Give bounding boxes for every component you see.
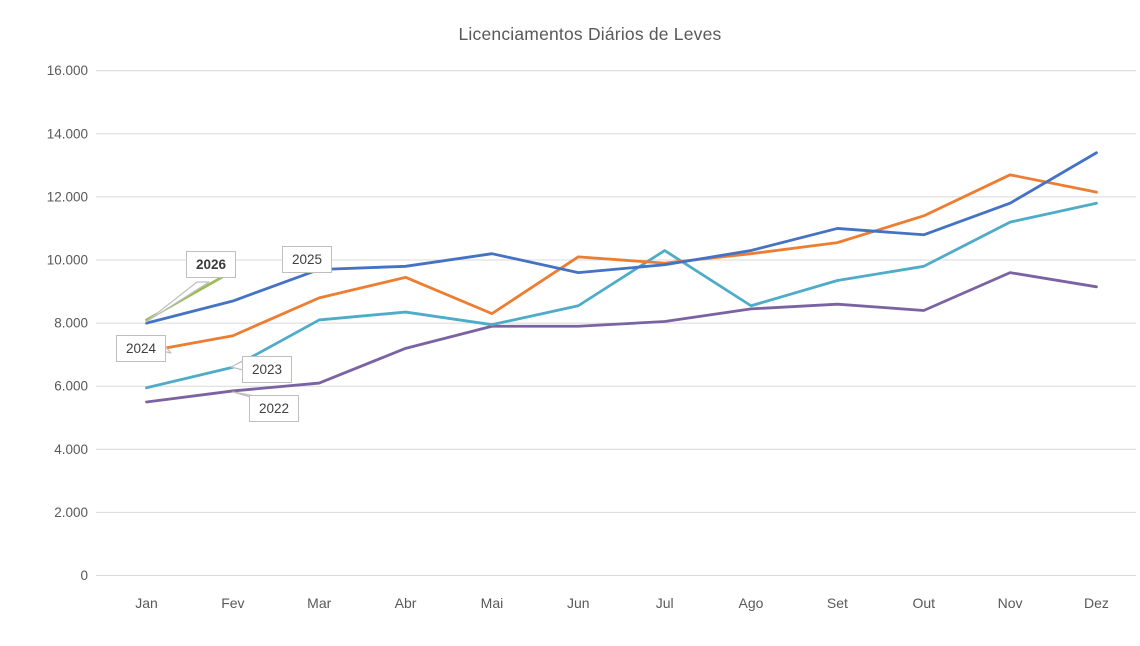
x-axis-tick-label: Mar xyxy=(307,595,331,611)
series-label-2024: 2024 xyxy=(116,335,167,362)
series-label-2022: 2022 xyxy=(249,395,300,422)
y-axis-tick-label: 14.000 xyxy=(47,126,88,141)
series-line-2025 xyxy=(145,151,1098,325)
series-line-2023 xyxy=(145,201,1098,390)
x-axis-tick-label: Mai xyxy=(481,595,504,611)
y-axis-tick-label: 10.000 xyxy=(47,253,88,268)
y-axis-tick-label: 6.000 xyxy=(54,379,88,394)
x-axis-tick-label: Nov xyxy=(998,595,1023,611)
y-axis-tick-label: 4.000 xyxy=(54,442,88,457)
x-axis-tick-label: Ago xyxy=(739,595,764,611)
y-axis-tick-label: 2.000 xyxy=(54,505,88,520)
series-label-2023: 2023 xyxy=(242,356,293,383)
series-line-2022 xyxy=(145,271,1098,404)
chart-title: Licenciamentos Diários de Leves xyxy=(458,24,722,44)
axis-labels-group: 0 2.000 4.000 6.000 8.000 10.000 12.000 14.000 1… xyxy=(47,63,1109,611)
x-axis-tick-label: Dez xyxy=(1084,595,1109,611)
y-axis-tick-label: 16.000 xyxy=(47,63,88,78)
series-label-2026: 2026 xyxy=(186,251,237,278)
series-label-2025: 2025 xyxy=(282,246,333,273)
callout-leader-2026 xyxy=(145,281,210,323)
y-axis-tick-label: 0 xyxy=(80,568,88,583)
x-axis-tick-label: Abr xyxy=(395,595,417,611)
series-line-2024 xyxy=(145,173,1098,353)
x-axis-tick-label: Jan xyxy=(135,595,158,611)
x-axis-tick-label: Jul xyxy=(656,595,674,611)
x-axis-tick-label: Out xyxy=(912,595,935,611)
series-lines-group xyxy=(145,151,1098,404)
y-axis-tick-label: 12.000 xyxy=(47,189,88,204)
y-axis-tick-label: 8.000 xyxy=(54,316,88,331)
x-axis-tick-label: Jun xyxy=(567,595,590,611)
x-axis-tick-label: Set xyxy=(827,595,848,611)
x-axis-tick-label: Fev xyxy=(221,595,244,611)
